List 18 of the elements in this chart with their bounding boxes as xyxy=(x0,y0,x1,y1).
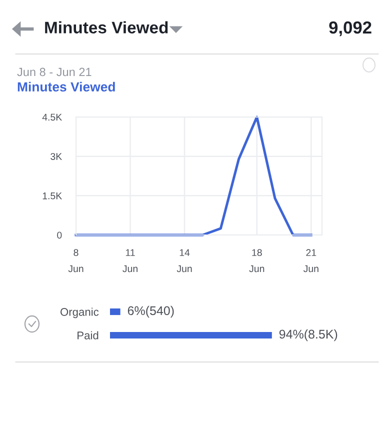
y-tick-label: 3K xyxy=(50,153,62,160)
y-tick-label: 0 xyxy=(57,232,62,239)
y-tick-label: Organic xyxy=(60,308,99,318)
x-tick-label: 14 Jun xyxy=(176,249,192,272)
y-tick-label: 1.5K xyxy=(42,192,62,200)
x-tick-label: 21 Jun xyxy=(303,249,318,272)
y-tick-label: 4.5K xyxy=(42,114,62,121)
x-tick-label: 18 Jun xyxy=(249,249,264,272)
text: Minutes Viewed xyxy=(18,82,115,92)
data-label: 6%(540) xyxy=(128,306,174,318)
chart-subtitle: Jun 8 - Jun 21 xyxy=(17,68,92,76)
line-series xyxy=(74,116,312,236)
y-tick-label: Paid xyxy=(78,331,98,340)
x-tick-label: 8 Jun xyxy=(68,249,84,272)
x-tick-label: 11 Jun xyxy=(122,249,138,272)
data-label: 94%(8.5K) xyxy=(279,329,338,342)
chart-title: Minutes Viewed xyxy=(45,21,168,34)
text: 9,092 xyxy=(329,21,372,36)
